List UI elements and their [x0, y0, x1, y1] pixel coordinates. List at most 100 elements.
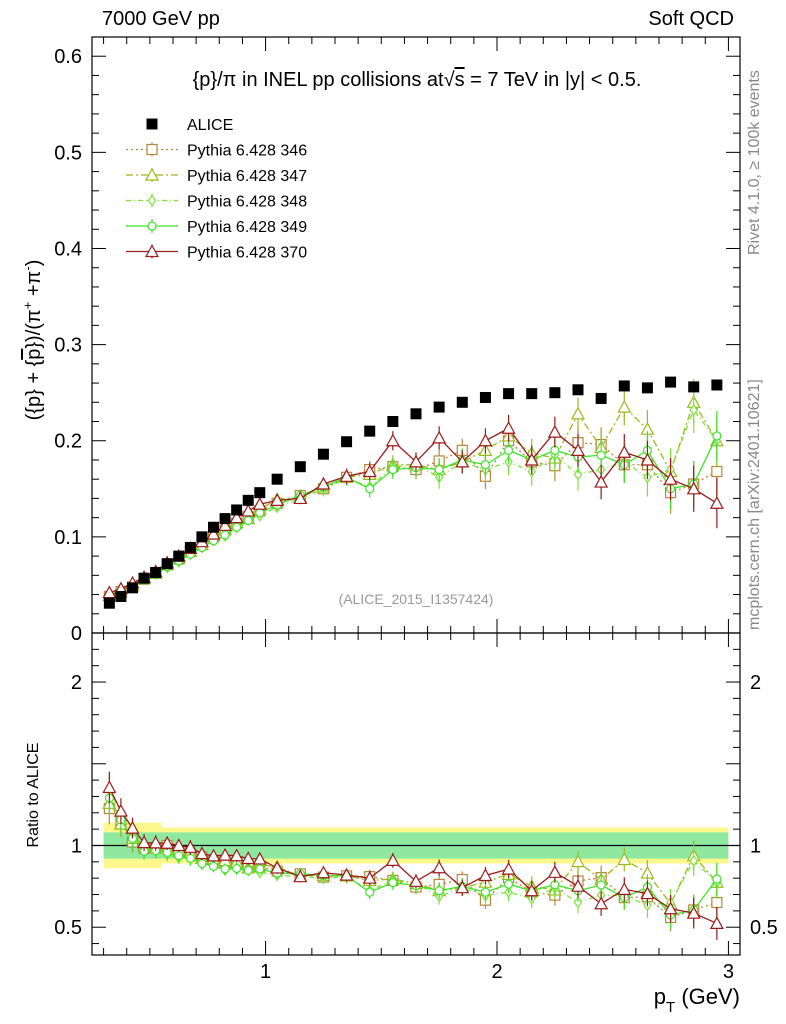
ratio-y-tick-label-right: 0.5 — [750, 917, 778, 939]
ratio-y-tick-label: 0.5 — [54, 917, 82, 939]
legend-label: Pythia 6.428 348 — [187, 194, 307, 211]
data-point — [388, 464, 398, 475]
ratio-data-point — [113, 803, 128, 817]
alice-data-point — [341, 436, 353, 448]
alice-data-point — [618, 380, 630, 392]
data-point — [478, 433, 493, 447]
alice-data-point — [242, 494, 254, 506]
legend-marker — [144, 244, 160, 258]
legend-marker — [147, 194, 157, 207]
ratio-data-point — [185, 853, 195, 863]
ratio-data-point — [596, 880, 606, 890]
data-point — [480, 460, 491, 470]
alice-data-point — [572, 384, 584, 396]
data-point — [365, 484, 375, 494]
ratio-y-tick-label-right: 1 — [750, 835, 761, 857]
alice-data-point — [410, 408, 422, 420]
legend-label: Pythia 6.428 349 — [187, 219, 307, 236]
series-line — [109, 435, 718, 596]
alice-data-point — [549, 387, 561, 399]
ratio-data-point — [197, 858, 207, 869]
ratio-data-point — [617, 882, 632, 895]
ratio-series-line — [108, 797, 718, 916]
alice-data-point — [595, 392, 607, 404]
legend-marker — [146, 118, 158, 130]
legend-label: Pythia 6.428 346 — [187, 143, 307, 160]
ratio-data-point — [171, 838, 186, 852]
series-1 — [103, 426, 723, 603]
main-y-tick-label: 0.6 — [54, 46, 82, 68]
alice-data-point — [317, 448, 329, 460]
legend-entry: ALICE — [146, 117, 233, 134]
ratio-data-point — [385, 853, 400, 866]
ratio-data-point — [102, 780, 117, 794]
ratio-data-point — [220, 864, 230, 874]
alice-data-point — [103, 597, 115, 609]
series-line — [109, 400, 718, 597]
ratio-y-tick-label: 2 — [71, 672, 82, 694]
ratio-data-point — [501, 861, 516, 875]
ratio-data-point — [712, 874, 722, 884]
ratio-data-point — [594, 896, 609, 910]
ratio-data-point — [570, 878, 586, 892]
data-point — [547, 424, 562, 438]
ratio-data-point — [194, 846, 209, 860]
ratio-data-point — [252, 851, 267, 865]
x-axis-label: pT (GeV) — [654, 984, 740, 1016]
data-point — [218, 518, 233, 531]
ratio-data-point — [137, 835, 152, 849]
data-point — [270, 493, 285, 506]
alice-data-point — [456, 396, 468, 408]
x-tick-label: 3 — [723, 961, 734, 983]
plot-title: {p}/π in INEL pp collisions at√s = 7 TeV… — [193, 69, 642, 91]
data-point — [455, 454, 470, 468]
data-point — [617, 445, 632, 458]
data-point — [252, 496, 267, 510]
ratio-series-line — [108, 787, 718, 925]
ratio-data-point — [365, 887, 375, 897]
ratio-data-point — [229, 848, 244, 862]
series-4 — [104, 410, 722, 600]
alice-data-point — [219, 513, 231, 525]
ratio-data-point — [316, 865, 331, 879]
data-point — [255, 508, 265, 518]
data-point — [709, 495, 724, 509]
ratio-data-point — [432, 860, 447, 874]
ratio-data-point — [125, 820, 140, 834]
sqrt-sign: √ — [444, 69, 455, 91]
main-y-tick-label: 0.3 — [54, 335, 82, 357]
alice-data-point — [127, 582, 138, 594]
ratio-data-point — [711, 896, 723, 909]
data-point — [686, 481, 701, 495]
data-point — [206, 526, 221, 540]
header-category-label: Soft QCD — [648, 8, 734, 30]
legend-entry: Pythia 6.428 346 — [126, 142, 307, 160]
alice-data-point — [254, 487, 266, 499]
axes-ticks: 1 2 3 0 0.1 0.2 0.3 0.4 0.5 0.6 0.5 0.5 1 1 2 2 — [54, 37, 778, 983]
data-point — [573, 468, 583, 481]
data-point — [570, 443, 586, 456]
alice-data-point — [271, 473, 283, 485]
data-point — [663, 471, 678, 485]
ratio-data-point — [174, 851, 184, 861]
ratio-series-line — [108, 787, 718, 906]
alice-data-point — [173, 550, 185, 562]
ratio-data-point — [689, 854, 698, 867]
ratio-data-point — [570, 854, 586, 868]
ratio-data-point — [478, 868, 493, 882]
alice-data-point — [433, 401, 445, 413]
analysis-watermark: (ALICE_2015_I1357424) — [339, 591, 494, 607]
series-line — [109, 408, 718, 594]
data-point — [385, 433, 400, 447]
ratio-series-line — [108, 808, 718, 919]
legend-marker — [146, 143, 158, 156]
ratio-data-point — [388, 878, 398, 888]
alice-data-point — [161, 558, 173, 570]
alice-data-point — [641, 382, 653, 394]
data-point — [102, 585, 117, 599]
x-tick-label: 1 — [260, 961, 271, 983]
ratio-data-point — [617, 852, 632, 866]
title-part-s: s — [455, 69, 465, 91]
data-point — [220, 530, 230, 540]
